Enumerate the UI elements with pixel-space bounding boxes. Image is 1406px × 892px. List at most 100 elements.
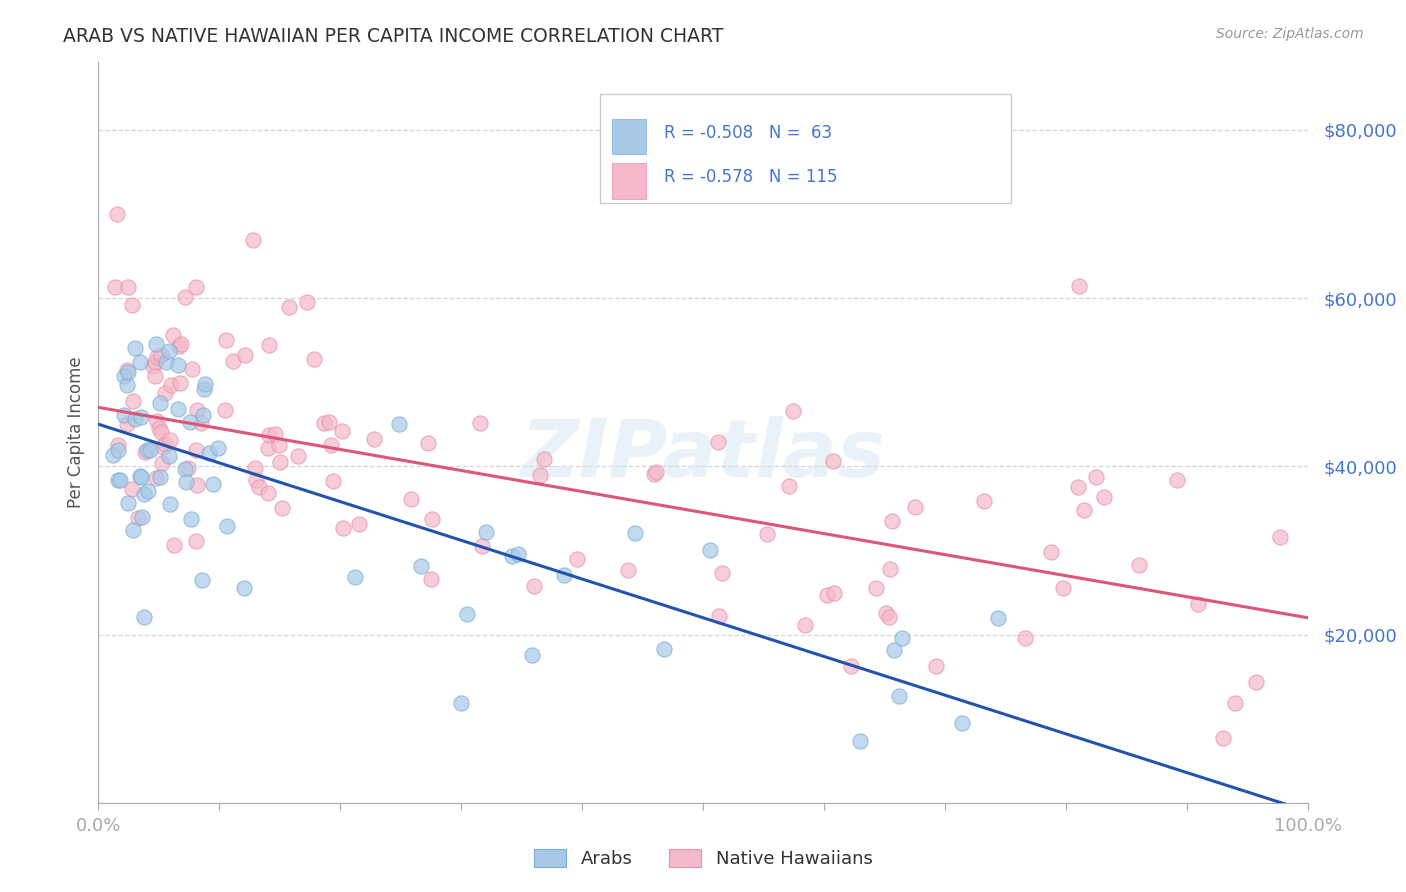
Point: [191, 409, 214, 423]
Point: [121, 483, 143, 497]
Point: [295, 295, 318, 310]
Point: [173, 289, 195, 303]
Point: [887, 690, 910, 704]
Point: [880, 514, 903, 528]
Point: [249, 480, 271, 494]
Point: [170, 336, 193, 351]
Point: [256, 442, 278, 456]
Point: [124, 412, 146, 426]
Point: [115, 363, 138, 377]
Text: ARAB VS NATIVE HAWAIIAN PER CAPITA INCOME CORRELATION CHART: ARAB VS NATIVE HAWAIIAN PER CAPITA INCOM…: [63, 27, 724, 45]
Point: [134, 444, 156, 458]
Point: [468, 417, 491, 431]
Point: [1246, 675, 1268, 690]
Point: [450, 696, 472, 710]
Point: [145, 471, 167, 485]
Point: [174, 475, 197, 490]
Point: [344, 570, 367, 584]
Point: [129, 354, 152, 368]
Point: [215, 518, 238, 533]
Point: [184, 280, 207, 294]
Point: [129, 468, 152, 483]
Point: [1092, 490, 1115, 504]
Point: [330, 424, 353, 438]
Point: [411, 559, 433, 574]
Point: [124, 342, 146, 356]
Point: [643, 467, 665, 481]
Point: [1212, 731, 1234, 745]
Point: [318, 415, 340, 429]
Point: [778, 478, 800, 492]
Point: [115, 377, 138, 392]
Point: [245, 461, 267, 475]
Point: [221, 354, 243, 368]
Point: [782, 403, 804, 417]
Text: ZIPatlas: ZIPatlas: [520, 416, 886, 494]
Point: [135, 442, 157, 457]
Point: [129, 409, 152, 424]
Point: [973, 493, 995, 508]
Point: [143, 355, 166, 369]
Point: [501, 549, 523, 564]
Point: [131, 509, 153, 524]
Point: [150, 456, 173, 470]
Point: [242, 233, 264, 247]
Point: [129, 469, 152, 483]
Bar: [613, 163, 647, 199]
Legend: Arabs, Native Hawaiians: Arabs, Native Hawaiians: [526, 841, 880, 875]
Point: [332, 521, 354, 535]
Point: [849, 734, 872, 748]
Point: [420, 512, 443, 526]
Point: [904, 500, 927, 515]
Point: [153, 437, 176, 451]
Point: [177, 461, 200, 475]
Point: [202, 477, 225, 491]
Point: [149, 396, 172, 410]
Point: [471, 539, 494, 553]
Point: [115, 417, 138, 432]
Point: [302, 351, 325, 366]
Point: [180, 511, 202, 525]
Point: [145, 337, 167, 351]
Point: [198, 446, 221, 460]
Point: [877, 610, 900, 624]
Point: [157, 343, 180, 358]
Point: [149, 348, 172, 362]
Point: [101, 449, 124, 463]
Point: [287, 450, 309, 464]
Point: [616, 563, 638, 577]
Point: [180, 362, 202, 376]
Point: [233, 348, 256, 362]
Point: [1067, 279, 1090, 293]
Point: [186, 402, 208, 417]
Point: [1225, 696, 1247, 710]
Point: [155, 355, 177, 369]
Point: [263, 426, 285, 441]
Point: [624, 525, 647, 540]
Point: [1067, 480, 1090, 494]
Point: [553, 568, 575, 582]
Point: [122, 394, 145, 409]
Point: [1187, 597, 1209, 611]
Point: [134, 610, 156, 624]
Text: R = -0.508   N =  63: R = -0.508 N = 63: [664, 124, 832, 142]
Point: [190, 417, 212, 431]
Point: [1128, 558, 1150, 572]
Point: [865, 582, 887, 596]
Point: [166, 401, 188, 416]
Point: [1040, 545, 1063, 559]
Point: [207, 441, 229, 455]
Point: [132, 487, 155, 501]
Point: [506, 547, 529, 561]
Point: [875, 606, 897, 620]
Point: [107, 473, 129, 487]
Point: [149, 425, 172, 439]
Point: [159, 497, 181, 511]
Point: [149, 470, 172, 484]
Point: [160, 377, 183, 392]
Point: [652, 641, 675, 656]
Point: [107, 207, 129, 221]
Point: [146, 414, 169, 428]
Point: [312, 416, 335, 430]
Point: [121, 297, 143, 311]
